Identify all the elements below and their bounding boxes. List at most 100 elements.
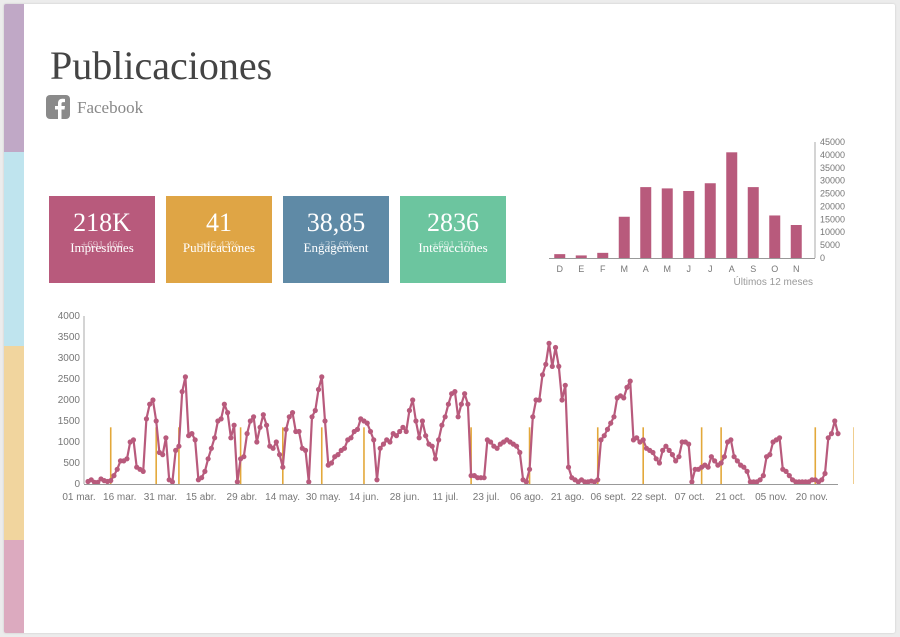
data-point	[530, 414, 536, 420]
month-label: J	[708, 264, 713, 274]
data-point	[744, 468, 750, 474]
data-point	[526, 466, 533, 472]
data-point	[289, 410, 296, 416]
y-tick-label: 1000	[58, 437, 81, 448]
month-label: M	[664, 264, 672, 274]
data-point	[523, 479, 529, 485]
data-point	[556, 363, 562, 369]
data-point	[130, 437, 137, 443]
daily-line-chart: 0 500 1000 1500 2000 2500 3000 3500 4000 01 mar. 1…	[58, 311, 854, 503]
data-point	[832, 418, 838, 424]
x-tick-label: 05 nov.	[755, 492, 787, 503]
data-point	[598, 437, 604, 443]
month-label: F	[600, 264, 606, 274]
data-point	[231, 422, 237, 428]
month-bar	[769, 215, 781, 258]
data-point	[601, 433, 607, 439]
data-point	[270, 445, 276, 451]
data-point	[225, 410, 231, 416]
data-point	[562, 382, 568, 388]
data-point	[835, 431, 841, 437]
month-label: J	[687, 264, 692, 274]
y-tick-label: 0	[74, 479, 80, 490]
kpi-change: +691.466	[81, 239, 123, 251]
data-point	[273, 439, 279, 445]
kpi-value: 41	[206, 208, 232, 237]
data-point	[689, 479, 695, 485]
data-point	[650, 449, 656, 456]
data-point	[517, 449, 523, 456]
month-bar	[575, 255, 587, 258]
data-point	[481, 475, 487, 481]
kpi-interactions[interactable]: 2836 +691.379 Interacciones	[400, 196, 506, 283]
data-point	[465, 401, 471, 407]
data-point	[783, 468, 789, 474]
data-point	[445, 401, 451, 407]
x-tick-label: 14 jun.	[349, 492, 379, 503]
x-tick-label: 21 ago.	[551, 492, 584, 503]
data-point	[173, 447, 179, 453]
publications-card: Publicaciones Facebook 218K +691.466 Imp…	[4, 4, 895, 633]
data-point	[786, 473, 792, 479]
data-point	[666, 447, 672, 453]
data-point	[828, 431, 835, 437]
x-tick-label: 30 may.	[306, 492, 341, 503]
network-label: Facebook	[77, 98, 144, 117]
kpi-impressions[interactable]: 218K +691.466 Impresiones	[49, 196, 155, 283]
data-point	[263, 422, 270, 428]
x-tick-label: 23 jul.	[473, 492, 500, 503]
stripe-2	[4, 152, 24, 346]
data-point	[546, 340, 552, 346]
month-label: E	[578, 264, 584, 274]
data-point	[819, 477, 825, 483]
data-point	[257, 424, 263, 430]
month-bar	[704, 183, 716, 258]
data-point	[741, 464, 747, 470]
data-point	[757, 477, 763, 483]
kpi-value: 38,85	[306, 208, 366, 237]
data-point	[179, 389, 185, 395]
data-point	[536, 397, 542, 403]
data-point	[423, 433, 429, 439]
month-bar	[597, 252, 609, 258]
kpi-value: 218K	[73, 208, 131, 237]
month-label: M	[621, 264, 629, 274]
data-point	[234, 479, 240, 485]
data-point	[403, 428, 409, 435]
data-point	[302, 447, 309, 453]
data-point	[163, 435, 169, 441]
month-bar	[790, 225, 802, 258]
month-label: A	[643, 264, 649, 274]
kpi-label: Impresiones	[70, 240, 134, 255]
data-point	[354, 426, 361, 432]
kpi-label: Engagement	[303, 240, 369, 255]
data-point	[760, 473, 766, 479]
facebook-icon	[46, 95, 70, 119]
data-point	[487, 439, 494, 445]
stripe-3	[4, 346, 24, 540]
data-point	[221, 401, 227, 407]
x-tick-label: 31 mar.	[144, 492, 177, 503]
data-point	[280, 464, 286, 470]
y-tick-label: 20000	[820, 201, 845, 211]
data-point	[721, 454, 727, 460]
month-bar	[683, 190, 695, 258]
data-point	[150, 397, 156, 403]
kpi-engagement[interactable]: 38,85 +35.6% Engagement	[283, 196, 389, 283]
data-point	[309, 414, 315, 420]
y-tick-label: 4000	[58, 311, 81, 322]
x-axis-label: Últimos 12 meses	[734, 275, 813, 288]
data-point	[322, 418, 328, 424]
data-point	[254, 439, 260, 445]
kpi-publications[interactable]: 41 +46.43% Publicaciones	[166, 196, 272, 283]
data-point	[825, 435, 831, 441]
y-tick-label: 15000	[820, 214, 845, 224]
data-point	[205, 456, 211, 462]
x-tick-label: 14 may.	[265, 492, 300, 503]
data-point	[393, 433, 400, 439]
data-point	[653, 456, 659, 462]
x-tick-label: 07 oct.	[675, 492, 705, 503]
data-point	[160, 452, 166, 458]
data-point	[315, 386, 322, 393]
data-point	[202, 468, 208, 474]
